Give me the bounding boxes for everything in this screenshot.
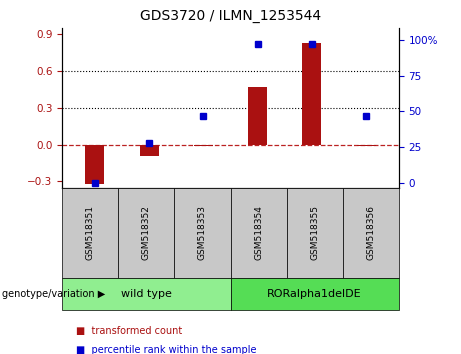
Bar	[302, 43, 321, 145]
Text: genotype/variation ▶: genotype/variation ▶	[2, 289, 106, 299]
Text: ■  percentile rank within the sample: ■ percentile rank within the sample	[76, 346, 257, 354]
Text: GDS3720 / ILMN_1253544: GDS3720 / ILMN_1253544	[140, 9, 321, 23]
Bar	[194, 145, 213, 146]
Text: ■  transformed count: ■ transformed count	[76, 326, 182, 336]
Text: GSM518353: GSM518353	[198, 205, 207, 260]
Text: GSM518352: GSM518352	[142, 205, 151, 260]
Text: GSM518351: GSM518351	[86, 205, 95, 260]
Text: GSM518355: GSM518355	[310, 205, 319, 260]
Bar	[85, 145, 104, 184]
Bar	[248, 87, 267, 145]
Text: GSM518356: GSM518356	[366, 205, 375, 260]
Bar	[357, 145, 376, 146]
Text: RORalpha1delDE: RORalpha1delDE	[267, 289, 362, 299]
Text: wild type: wild type	[121, 289, 172, 299]
Text: GSM518354: GSM518354	[254, 205, 263, 260]
Bar	[140, 145, 159, 156]
